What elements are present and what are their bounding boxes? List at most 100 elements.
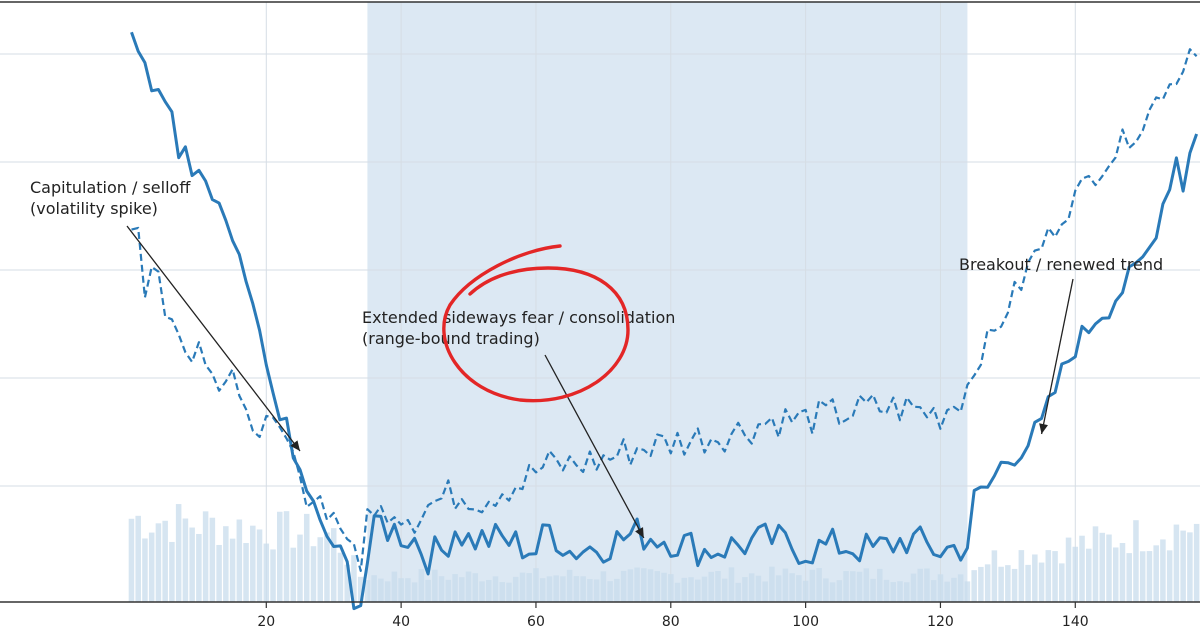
volume-bar <box>1146 551 1153 602</box>
volume-bar <box>721 578 728 602</box>
volume-bar <box>620 570 627 602</box>
volume-bar <box>148 532 155 602</box>
volume-bar <box>330 528 337 602</box>
volume-bar <box>748 573 755 602</box>
volume-bar <box>735 582 741 602</box>
volume-bar <box>533 568 539 602</box>
volume-bar <box>890 582 897 602</box>
volume-bar <box>762 581 768 602</box>
volume-bar <box>216 544 222 602</box>
volume-bar <box>829 582 836 602</box>
series-line-dashed <box>131 48 1198 572</box>
volume-bar <box>290 547 297 602</box>
volume-bar <box>512 576 519 602</box>
volume-bar <box>209 517 216 602</box>
volume-bar <box>344 564 350 602</box>
volume-bar <box>1072 546 1079 602</box>
volume-bar <box>384 581 391 602</box>
volume-bar <box>877 568 883 602</box>
volume-bar <box>775 575 782 602</box>
volume-bar <box>405 578 411 602</box>
volume-bar <box>1079 535 1085 602</box>
volume-bar <box>1018 550 1025 602</box>
volume-bar <box>270 549 276 602</box>
volume-bar <box>641 568 647 602</box>
volume-bar <box>277 511 283 602</box>
annotation-arrowhead <box>635 527 644 538</box>
x-tick-label: 20 <box>257 614 275 630</box>
series-layer <box>130 31 1199 611</box>
x-tick-label: 80 <box>662 614 680 630</box>
volume-bar <box>560 576 566 602</box>
volume-bar <box>661 572 667 602</box>
volume-bar <box>614 578 620 602</box>
volume-bar <box>715 571 721 602</box>
volume-bar <box>951 577 957 602</box>
volume-bar <box>229 538 236 602</box>
volume-bar <box>627 569 634 602</box>
volume-bar <box>742 577 748 602</box>
volume-bar <box>1045 550 1052 602</box>
volume-bar <box>1065 537 1072 602</box>
volume-bar <box>310 546 317 602</box>
volume-bar <box>519 572 526 602</box>
x-tick-label: 60 <box>527 614 545 630</box>
volume-bar <box>883 579 890 602</box>
volume-bar <box>701 576 708 602</box>
x-tick-label: 120 <box>927 614 954 630</box>
volume-bar <box>1052 551 1058 602</box>
volume-bar <box>371 575 377 602</box>
volume-bar <box>1133 520 1139 602</box>
volume-bar <box>283 511 290 602</box>
volume-bar <box>587 579 593 602</box>
volume-bar <box>486 579 492 602</box>
volume-bar <box>445 579 452 602</box>
volume-bar <box>432 569 438 602</box>
volume-bar <box>398 578 404 602</box>
volume-bar <box>297 534 303 602</box>
volume-bar <box>1112 547 1119 602</box>
volume-bar <box>1092 526 1099 602</box>
annotation-breakout: Breakout / renewed trend <box>959 255 1163 274</box>
volume-bar <box>782 568 789 602</box>
volume-bar <box>1086 548 1092 602</box>
volume-bar <box>438 576 445 602</box>
volume-bar <box>142 538 148 602</box>
volume-bar <box>1005 565 1011 602</box>
volume-bar <box>1106 534 1112 602</box>
annotation-line: Breakout / renewed trend <box>959 255 1163 274</box>
volume-bar <box>425 579 431 602</box>
annotation-line: (volatility spike) <box>30 199 158 218</box>
volume-bar <box>1011 568 1018 602</box>
volume-bar <box>324 532 330 602</box>
volume-bar <box>897 581 903 602</box>
volume-bar <box>1126 553 1132 602</box>
volume-bar <box>155 523 162 602</box>
volume-bar <box>688 577 694 602</box>
volume-bar <box>351 555 357 602</box>
volume-bar <box>796 575 802 602</box>
volume-bar <box>856 571 863 602</box>
volume-bar <box>843 571 849 602</box>
volume-bar <box>1166 550 1173 602</box>
volume-bar <box>789 573 795 602</box>
volume-bar <box>998 566 1004 602</box>
volume-bar <box>499 582 506 602</box>
volume-bar <box>1153 545 1159 602</box>
consolidation-region <box>367 2 968 602</box>
annotation-arrow <box>1040 278 1074 435</box>
volume-bar <box>863 568 870 602</box>
volume-bar <box>465 571 472 602</box>
x-tick-label: 140 <box>1062 614 1089 630</box>
volume-bar <box>479 581 485 602</box>
volume-bar <box>802 580 809 602</box>
volume-bars-layer <box>128 504 1200 602</box>
volume-bar <box>472 573 479 602</box>
annotation-arrowhead <box>1039 423 1048 434</box>
volume-bar <box>836 580 843 602</box>
volume-bar <box>135 515 141 602</box>
annotation-arrow <box>126 225 301 452</box>
volume-bar <box>816 568 822 602</box>
volume-bar <box>809 569 816 602</box>
